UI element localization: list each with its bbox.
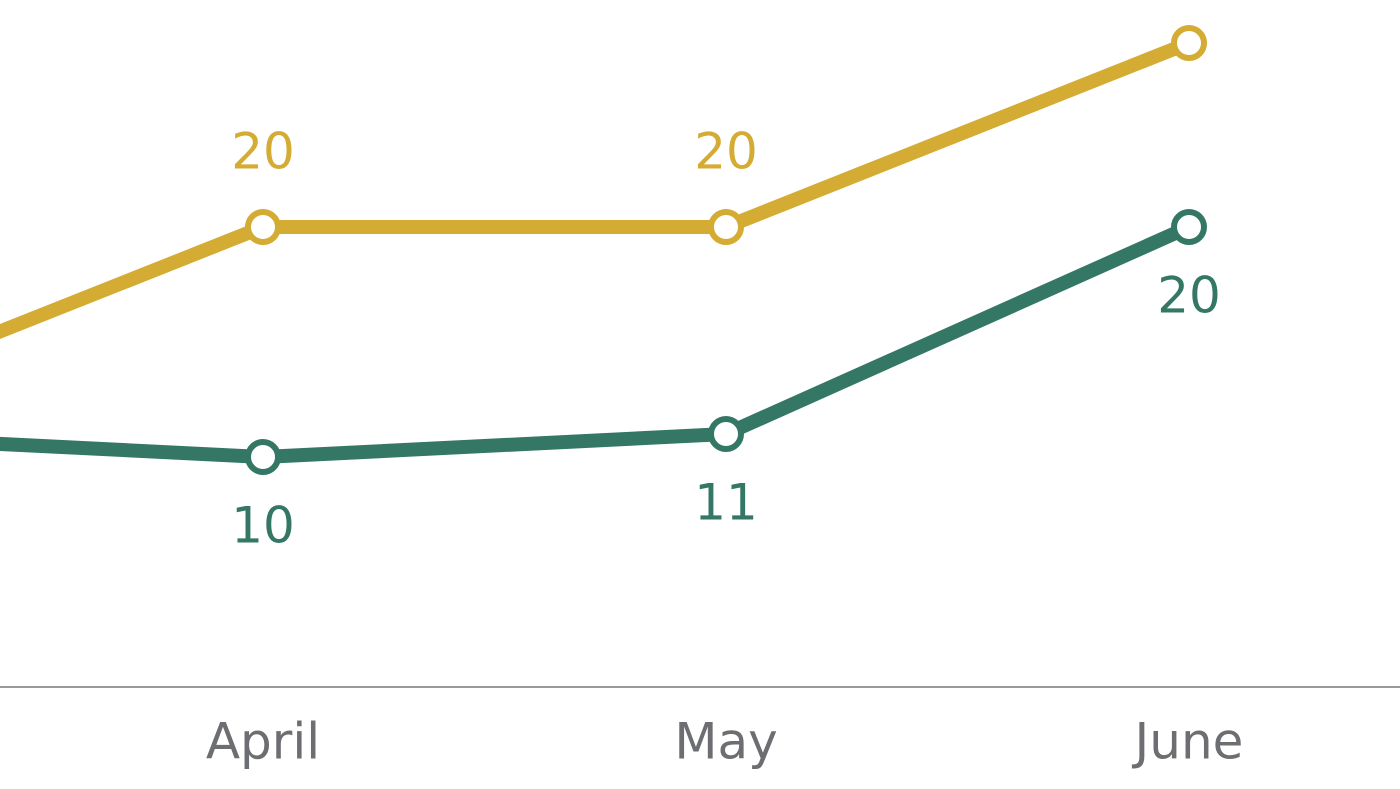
value-label: 11 <box>694 474 758 532</box>
point-marker <box>1171 209 1207 245</box>
x-tick-label: April <box>206 713 320 771</box>
point-marker <box>708 209 744 245</box>
value-label: 20 <box>694 123 758 181</box>
point-marker <box>245 439 281 475</box>
point-marker <box>245 209 281 245</box>
x-tick-label: June <box>1132 713 1244 771</box>
series-line <box>0 36 1192 340</box>
point-marker <box>1171 25 1207 61</box>
x-tick-label: May <box>674 713 777 771</box>
value-label: 20 <box>1157 267 1221 325</box>
value-label: 10 <box>231 497 295 555</box>
value-label: 20 <box>231 123 295 181</box>
point-marker <box>708 416 744 452</box>
series-line <box>0 220 1192 464</box>
